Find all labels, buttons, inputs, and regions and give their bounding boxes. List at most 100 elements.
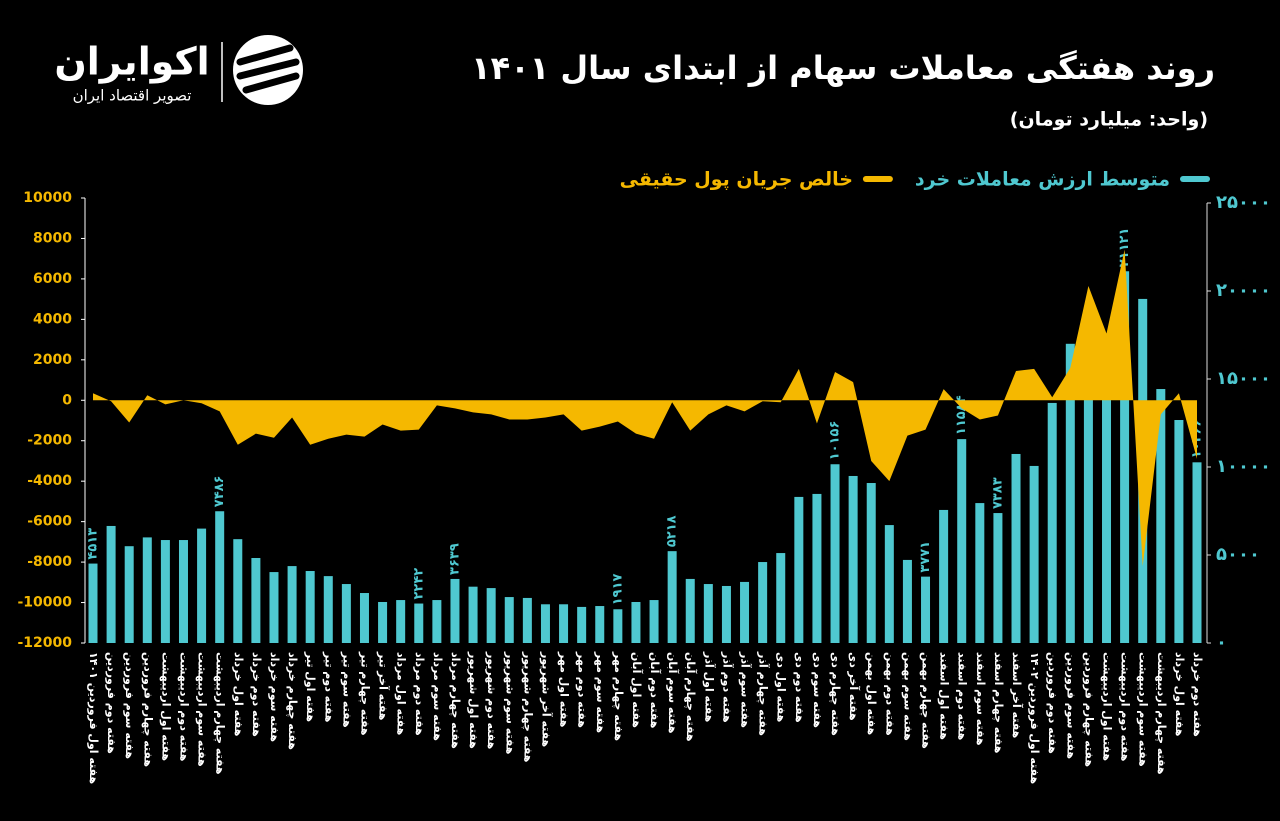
bar	[486, 588, 496, 643]
x-tick-label: هفته دوم اردیبهشت	[1119, 652, 1132, 761]
bar	[1120, 271, 1130, 643]
x-tick-label: هفته دوم مهر	[576, 651, 589, 728]
bar	[1011, 453, 1021, 643]
x-tick-label: هفته اول مرداد	[395, 652, 408, 735]
bar	[559, 604, 569, 643]
bar	[215, 511, 225, 643]
bar	[1065, 343, 1075, 643]
bar	[866, 483, 876, 643]
x-tick-label: هفته اول بهمن	[865, 652, 878, 735]
y-tick-label: 8000	[33, 230, 72, 246]
x-tick-label: هفته دوم اردیبهشت	[177, 652, 190, 761]
x-tick-label: هفته سوم اسفند	[974, 652, 987, 746]
bar	[1102, 333, 1112, 643]
bar	[540, 604, 550, 643]
bar	[305, 571, 315, 643]
bar	[848, 475, 858, 643]
bar	[269, 572, 279, 643]
x-tick-label: هفته سوم بهمن	[901, 652, 914, 741]
x-tick-label: هفته چهارم اردیبهشت	[1155, 652, 1168, 775]
x-tick-label: هفته اول آذر	[702, 651, 716, 722]
bar	[414, 603, 424, 643]
y-tick-label: 4000	[33, 311, 72, 327]
data-label: ۲۱۱۲۱	[1117, 228, 1132, 268]
bar	[504, 597, 514, 643]
bar	[939, 509, 949, 643]
bar	[178, 540, 188, 643]
chart-title: روند هفتگی معاملات سهام از ابتدای سال ۱۴…	[471, 49, 1215, 87]
x-tick-label: هفته سوم تیر	[340, 651, 353, 728]
x-tick-label: هفته سوم اردیبهشت	[196, 652, 209, 767]
bar	[794, 496, 804, 643]
x-tick-label: هفته آخر شهریور	[539, 651, 553, 747]
x-tick-label: هفته چهارم اردیبهشت	[214, 652, 227, 775]
y-tick-label: -6000	[27, 514, 72, 530]
x-tick-label: هفته سوم دی	[811, 652, 824, 728]
bar	[124, 546, 134, 643]
legend-label: خالص جریان پول حقیقی	[620, 169, 853, 191]
x-tick-label: هفته چهارم مهر	[612, 651, 625, 741]
bar	[522, 597, 532, 643]
y2-tick-label: ۲۵۰۰۰	[1216, 192, 1271, 213]
bar	[341, 584, 351, 643]
y2-tick-label: ۵۰۰۰	[1216, 544, 1260, 565]
bar	[88, 563, 98, 643]
bar	[776, 553, 786, 643]
x-tick-label: هفته چهارم دی	[829, 652, 842, 736]
x-tick-label: هفته اول اردیبهشت	[159, 652, 172, 761]
y-tick-label: -4000	[27, 473, 72, 489]
legend-label: متوسط ارزش معاملات خرد	[915, 169, 1170, 191]
x-tick-label: هفته سوم خرداد	[268, 652, 281, 742]
x-tick-label: هفته اول شهریور	[467, 651, 480, 749]
bar	[812, 493, 822, 643]
bar	[758, 562, 768, 643]
bar	[468, 586, 478, 643]
y-tick-label: 6000	[33, 271, 72, 287]
x-tick-label: هفته سوم شهریور	[503, 651, 516, 754]
x-tick-label: هفته دوم بهمن	[883, 652, 896, 736]
x-tick-label: هفته چهارم شهریور	[521, 651, 534, 762]
bar	[613, 609, 623, 643]
x-tick-label: هفته سوم مهر	[594, 651, 607, 733]
bar	[740, 581, 750, 643]
bar	[830, 464, 840, 643]
y-tick-label: -8000	[27, 554, 72, 570]
brand-tagline: تصویر اقتصاد ایران	[73, 87, 192, 105]
x-tick-label: هفته چهارم بهمن	[920, 652, 933, 749]
bar	[577, 606, 587, 643]
bar	[685, 578, 695, 643]
legend-swatch	[862, 176, 893, 182]
chart-subtitle: (واحد: میلیارد تومان)	[1010, 109, 1208, 131]
bar	[197, 528, 207, 643]
bar	[359, 593, 369, 643]
bar	[902, 559, 912, 643]
x-tick-label: هفته چهارم مرداد	[449, 652, 462, 749]
x-tick-label: هفته سوم فروردین	[123, 652, 136, 759]
data-label: ۷۳۸۳	[990, 477, 1005, 509]
x-tick-label: هفته سوم فروردین	[1064, 652, 1077, 759]
x-tick-label: هفته چهارم خرداد	[286, 652, 299, 750]
bar	[1156, 389, 1166, 643]
x-tick-label: هفته دوم اسفند	[956, 652, 969, 740]
bar	[595, 606, 605, 643]
y2-tick-label: ۰	[1216, 632, 1227, 653]
x-tick-label: هفته چهارم فروردین	[141, 652, 154, 767]
x-tick-label: هفته چهارم فروردین	[1082, 652, 1095, 767]
data-label: ۲۲۴۲	[411, 568, 426, 600]
bar	[957, 439, 967, 643]
x-tick-label: هفته چهارم آذر	[757, 651, 771, 736]
x-tick-label: هفته سوم آذر	[739, 651, 753, 728]
x-tick-label: هفته چهارم اسفند	[992, 652, 1005, 753]
bar	[251, 557, 261, 643]
bar	[1192, 462, 1202, 643]
x-tick-label: هفته دوم خرداد	[1191, 652, 1204, 737]
bar	[721, 585, 731, 643]
x-tick-label: هفته اول آبان	[630, 652, 644, 728]
bar	[1029, 465, 1039, 643]
y-tick-label: -12000	[17, 635, 72, 651]
data-label: ۱۰۱۵۶	[828, 421, 843, 461]
y2-tick-label: ۱۵۰۰۰	[1216, 368, 1271, 389]
x-tick-label: هفته اول اسفند	[938, 652, 951, 740]
data-label: ۱۹۱۷	[610, 573, 625, 605]
